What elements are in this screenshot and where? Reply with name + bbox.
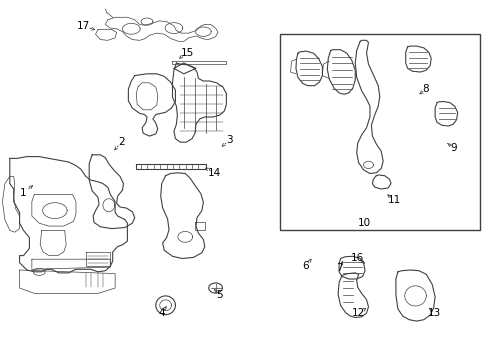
Text: 16: 16: [351, 253, 365, 264]
Text: 2: 2: [118, 137, 125, 147]
Text: 11: 11: [388, 195, 401, 205]
Text: 13: 13: [427, 308, 441, 318]
Text: 6: 6: [302, 261, 309, 271]
Text: 7: 7: [336, 263, 343, 273]
Text: 1: 1: [20, 188, 27, 198]
Text: 15: 15: [180, 48, 194, 58]
Text: 4: 4: [158, 308, 165, 318]
Text: 9: 9: [450, 143, 457, 153]
Text: 5: 5: [216, 290, 223, 300]
Text: 8: 8: [422, 84, 429, 94]
Text: 10: 10: [358, 218, 371, 228]
Text: 12: 12: [352, 308, 366, 318]
Bar: [280, 34, 480, 230]
Text: 17: 17: [76, 21, 90, 31]
Text: 14: 14: [208, 168, 221, 178]
Text: 3: 3: [226, 135, 233, 145]
